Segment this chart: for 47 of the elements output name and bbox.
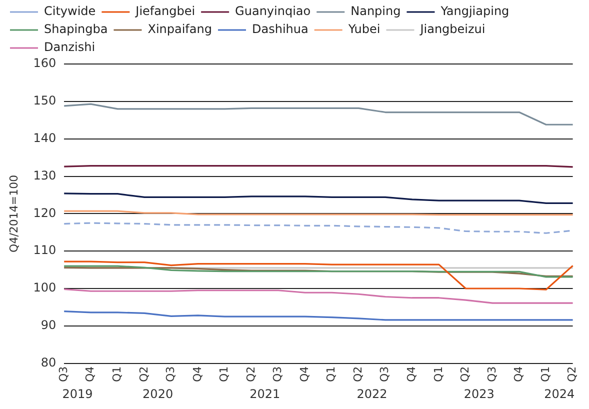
x-tick-label: Q4 [84,366,97,382]
x-tick-label: Q3 [485,366,498,382]
x-tick-label: Q1 [324,366,338,382]
legend-label: Citywide [44,4,96,18]
legend-label: Jiefangbei [134,4,196,18]
text: 2023 [464,387,494,402]
legend-label: Danzishi [44,40,96,54]
x-tick-label: Q4 [190,366,204,382]
x-tick-label: Q2 [458,366,472,382]
y-tick-label: 150 [33,94,56,108]
x-tick-label: Q4 [405,366,418,382]
x-tick-label: Q2 [137,366,150,382]
legend-label: Dashihua [252,22,308,36]
x-tick-label: Q3 [271,366,284,382]
legend-label: Nanping [350,4,401,18]
legend-label: Yubei [347,22,380,36]
legend-label: Yangjiaping [440,4,510,18]
text: 2019 [62,387,93,402]
x-tick-label: Q1 [538,366,552,382]
x-tick-label: Q3 [378,366,392,382]
x-tick-label: Q2 [351,366,364,382]
x-tick-label: Q4 [512,366,526,382]
y-tick-label: 130 [33,168,56,182]
text: 2020 [142,387,174,402]
y-tick-label: 140 [33,130,56,145]
x-tick-label: Q1 [218,366,231,382]
text: 2022 [356,387,388,402]
legend-label: Jiangbeizui [419,22,486,36]
legend-label: Shapingba [44,22,108,36]
y-tick-label: 160 [33,56,56,70]
y-tick-label: 120 [33,206,56,220]
x-tick-label: Q2 [566,366,579,382]
x-tick-label: Q3 [56,366,70,382]
y-tick-label: 110 [33,243,56,258]
x-tick-label: Q3 [164,366,178,382]
text: 2024 [544,387,575,402]
y-tick-label: 90 [40,318,56,332]
legend-label: Guanyinqiao [235,4,311,18]
x-tick-label: Q4 [298,366,311,382]
legend-label: Xinpaifang [148,22,212,36]
y-tick-label: 100 [33,280,56,295]
x-tick-label: Q2 [244,366,258,382]
x-tick-label: Q1 [432,366,445,382]
y-axis-title: Q4/2014=100 [7,174,20,252]
text: 2021 [250,387,280,402]
y-tick-label: 80 [40,355,56,370]
x-tick-label: Q1 [110,366,124,382]
